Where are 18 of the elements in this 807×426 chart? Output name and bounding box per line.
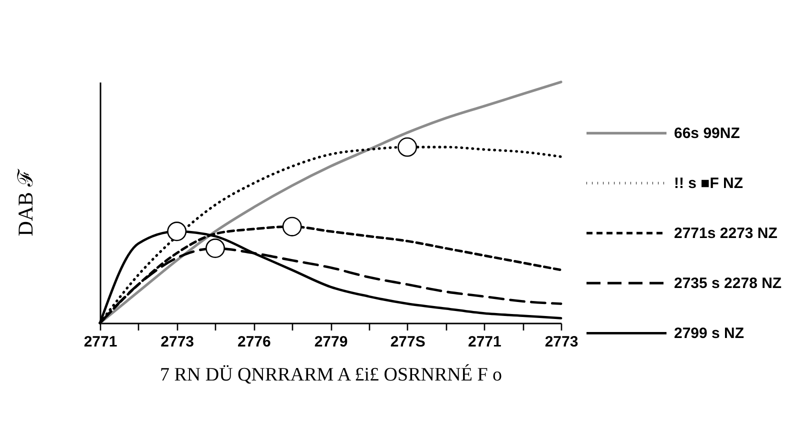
x-tick-label: 2776 — [237, 334, 271, 350]
x-tick-label: 2773 — [544, 334, 578, 350]
x-tick-label: 2773 — [160, 334, 194, 350]
text: 2799 s NZ — [674, 325, 744, 342]
text: 2735 s 2278 NZ — [674, 275, 782, 292]
text: !! s ■F NZ — [674, 175, 744, 192]
point — [398, 137, 418, 157]
x-tick-label: 2771 — [84, 334, 118, 350]
text: 66s 99NZ — [674, 125, 740, 142]
x-tick-label: 2771 — [468, 334, 502, 350]
point — [167, 222, 187, 242]
y-axis-title: DAB ℱ — [14, 168, 38, 236]
x-tick-label: 2779 — [314, 334, 348, 350]
point — [282, 216, 302, 236]
point — [206, 238, 225, 258]
x-axis-title: 7 RN DÜ QNRRARM A £i£ OSRNRNÉ F o — [160, 364, 502, 386]
text: 2771s 2273 NZ — [674, 225, 778, 242]
x-tick-label: 277S — [390, 334, 426, 350]
